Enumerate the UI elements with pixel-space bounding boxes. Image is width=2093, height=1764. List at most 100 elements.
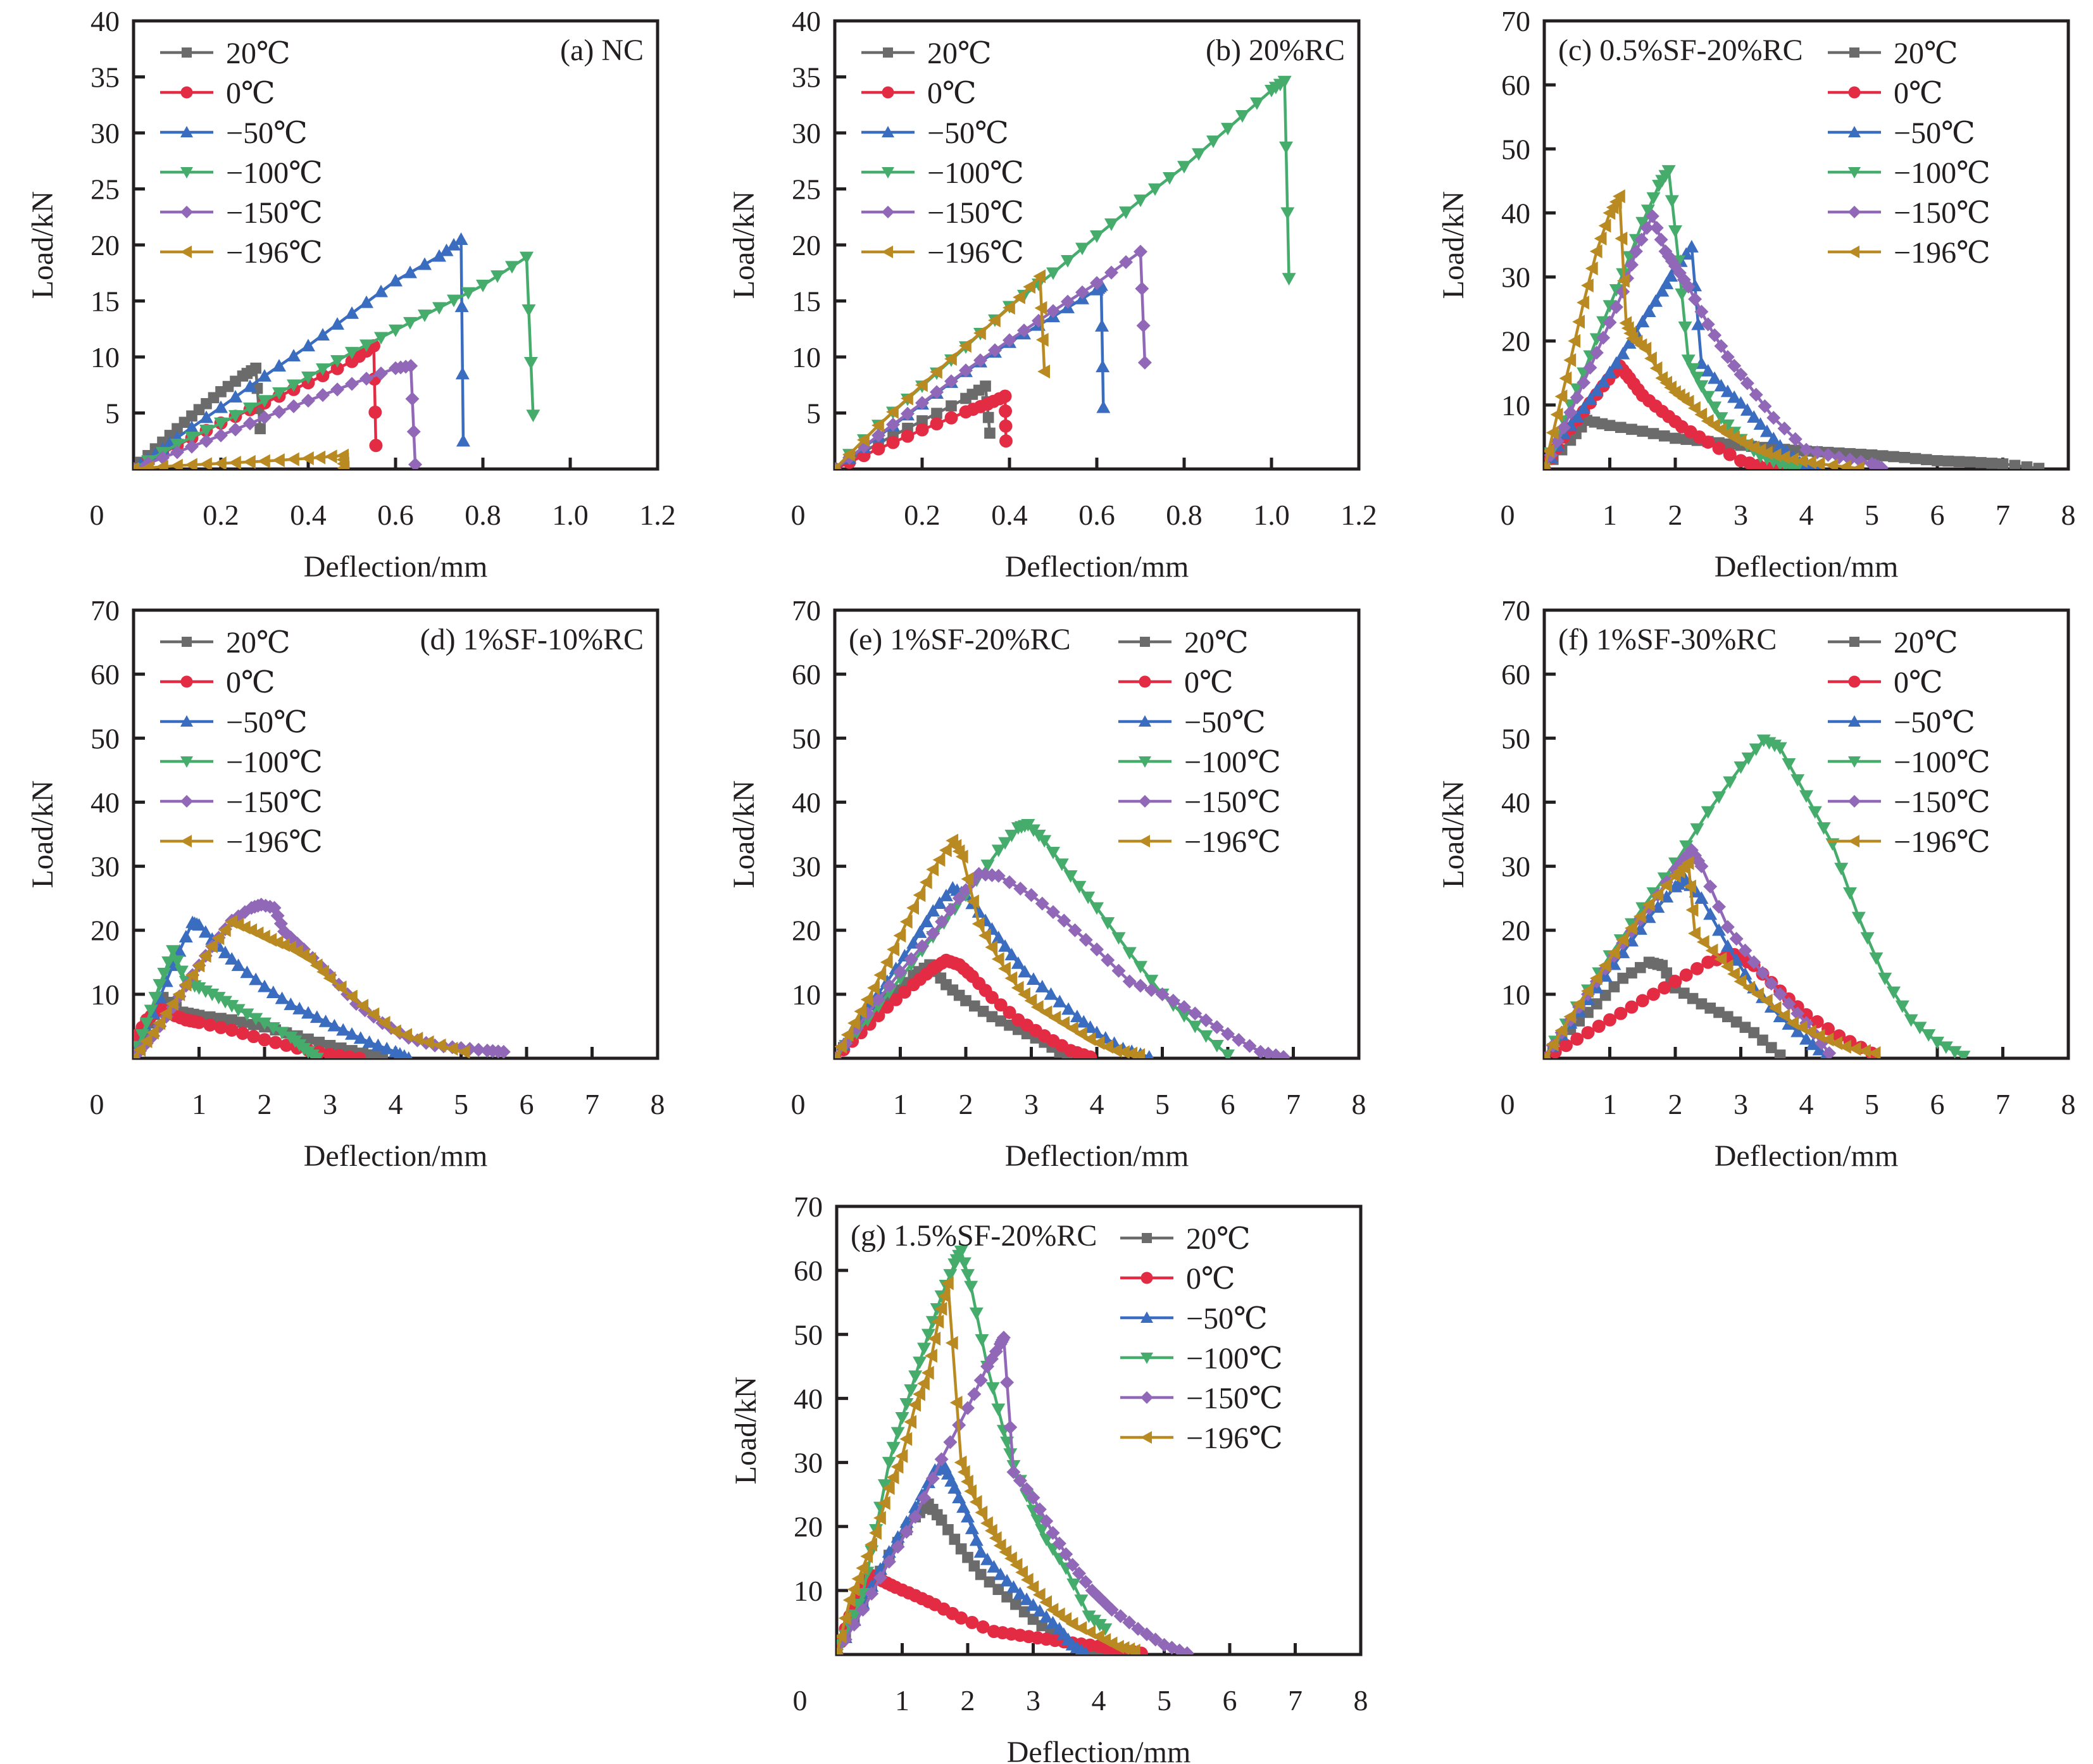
legend-item[interactable]: −50℃ [1828, 706, 1975, 739]
x-tick-label: 0 [791, 499, 806, 531]
legend-item[interactable]: −196℃ [1120, 1422, 1283, 1455]
legend-marker [1140, 1353, 1153, 1364]
data-point [199, 457, 212, 469]
data-point [211, 992, 226, 1004]
legend-item[interactable]: −196℃ [1118, 825, 1281, 859]
legend-item[interactable]: 0℃ [160, 666, 275, 699]
legend-item[interactable]: −100℃ [160, 746, 323, 779]
plot-area [835, 819, 1290, 1058]
data-point [1013, 1586, 1027, 1599]
data-point [1788, 432, 1802, 446]
series-5 [1544, 189, 1865, 469]
legend-item[interactable]: −50℃ [160, 116, 308, 150]
legend-item[interactable]: −150℃ [1118, 785, 1281, 819]
data-point [901, 391, 913, 406]
series-4 [134, 359, 423, 469]
data-point [432, 249, 446, 262]
legend-item[interactable]: −150℃ [861, 196, 1024, 230]
legend-item[interactable]: −196℃ [160, 236, 323, 270]
data-point [1111, 932, 1126, 945]
data-point [1589, 346, 1604, 360]
data-point [1878, 972, 1892, 985]
legend-item[interactable]: 0℃ [861, 77, 977, 110]
data-point [1004, 1551, 1017, 1566]
legend-item[interactable]: −50℃ [1120, 1302, 1268, 1336]
data-point [258, 369, 272, 382]
legend-item[interactable]: 20℃ [160, 37, 291, 70]
data-point [1003, 1448, 1018, 1461]
legend-item[interactable]: 20℃ [1120, 1222, 1251, 1256]
data-point [1953, 456, 1965, 467]
series-line [837, 1336, 1188, 1655]
data-point [869, 1525, 882, 1540]
legend-item[interactable]: 0℃ [1120, 1262, 1235, 1296]
legend-item[interactable]: −150℃ [1828, 785, 1990, 819]
data-point [359, 295, 373, 308]
data-point [1132, 1048, 1146, 1058]
legend-item[interactable]: −150℃ [1828, 196, 1990, 230]
data-point [228, 410, 242, 423]
data-point [1020, 1482, 1034, 1496]
data-point [1134, 961, 1147, 974]
legend-item[interactable]: 20℃ [1118, 626, 1249, 660]
data-point [1144, 983, 1159, 998]
data-point [1081, 891, 1096, 904]
data-point [215, 1013, 227, 1024]
legend-item[interactable]: −50℃ [160, 706, 308, 739]
data-point [890, 1460, 904, 1474]
data-point [1101, 953, 1115, 967]
data-point [995, 1015, 1006, 1027]
data-point [447, 294, 461, 308]
legend-item[interactable]: −100℃ [1828, 746, 1990, 779]
y-tick-label: 10 [1501, 389, 1530, 422]
legend-item[interactable]: 20℃ [1828, 626, 1958, 660]
legend-item[interactable]: −196℃ [1828, 825, 1990, 859]
x-tick-label: 6 [1930, 1088, 1945, 1120]
data-point [1078, 932, 1093, 947]
data-point [1037, 365, 1050, 379]
legend-item[interactable]: −100℃ [1120, 1342, 1283, 1375]
x-axis-title: Deflection/mm [1005, 550, 1189, 584]
data-point [1577, 296, 1589, 310]
x-tick-label: 0.2 [904, 499, 940, 531]
legend-item[interactable]: 20℃ [861, 37, 992, 70]
legend-item[interactable]: −100℃ [1118, 746, 1281, 779]
data-point [1626, 967, 1637, 979]
legend-item[interactable]: −196℃ [1828, 236, 1990, 270]
data-point [917, 1491, 931, 1505]
legend-item[interactable]: 0℃ [1118, 666, 1234, 699]
data-point [1581, 278, 1594, 293]
y-tick-label: 30 [794, 1447, 823, 1479]
legend-item[interactable]: −100℃ [160, 156, 323, 190]
data-point [1006, 1580, 1021, 1593]
legend-item[interactable]: −150℃ [160, 785, 323, 819]
data-point [457, 1044, 470, 1058]
data-point [991, 1403, 1006, 1417]
data-point [1607, 946, 1620, 960]
legend-item[interactable]: −50℃ [861, 116, 1009, 150]
data-point [1964, 456, 1976, 468]
y-axis-title: Load/kN [26, 191, 59, 299]
x-tick-label: 0 [90, 1088, 104, 1120]
legend-item[interactable]: 20℃ [1828, 37, 1958, 70]
legend-item[interactable]: −196℃ [861, 236, 1024, 270]
legend-item[interactable]: 0℃ [160, 77, 275, 110]
data-point [1583, 360, 1597, 375]
legend-item[interactable]: 20℃ [160, 626, 291, 660]
legend-label: −50℃ [927, 116, 1009, 150]
legend-item[interactable]: −196℃ [160, 825, 323, 859]
legend-item[interactable]: −50℃ [1828, 116, 1975, 150]
legend-item[interactable]: −50℃ [1118, 706, 1266, 739]
data-point [1701, 435, 1715, 449]
data-point [1668, 975, 1682, 989]
legend-item[interactable]: −100℃ [1828, 156, 1990, 190]
data-point [1192, 148, 1206, 161]
legend-item[interactable]: −150℃ [1120, 1382, 1283, 1415]
legend-item[interactable]: −100℃ [861, 156, 1024, 190]
legend-item[interactable]: 0℃ [1828, 77, 1943, 110]
y-tick-label: 30 [1501, 851, 1530, 883]
data-point [961, 1510, 975, 1523]
legend-item[interactable]: 0℃ [1828, 666, 1943, 699]
y-tick-label: 20 [792, 229, 821, 261]
legend-item[interactable]: −150℃ [160, 196, 323, 230]
